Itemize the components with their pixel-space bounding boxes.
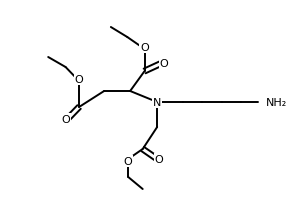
Text: O: O [124,156,133,166]
Text: O: O [140,43,149,53]
Text: O: O [75,75,84,85]
Text: N: N [153,98,161,108]
Text: NH₂: NH₂ [266,98,287,108]
Text: O: O [160,59,168,69]
Text: O: O [61,114,70,124]
Text: O: O [155,154,164,164]
